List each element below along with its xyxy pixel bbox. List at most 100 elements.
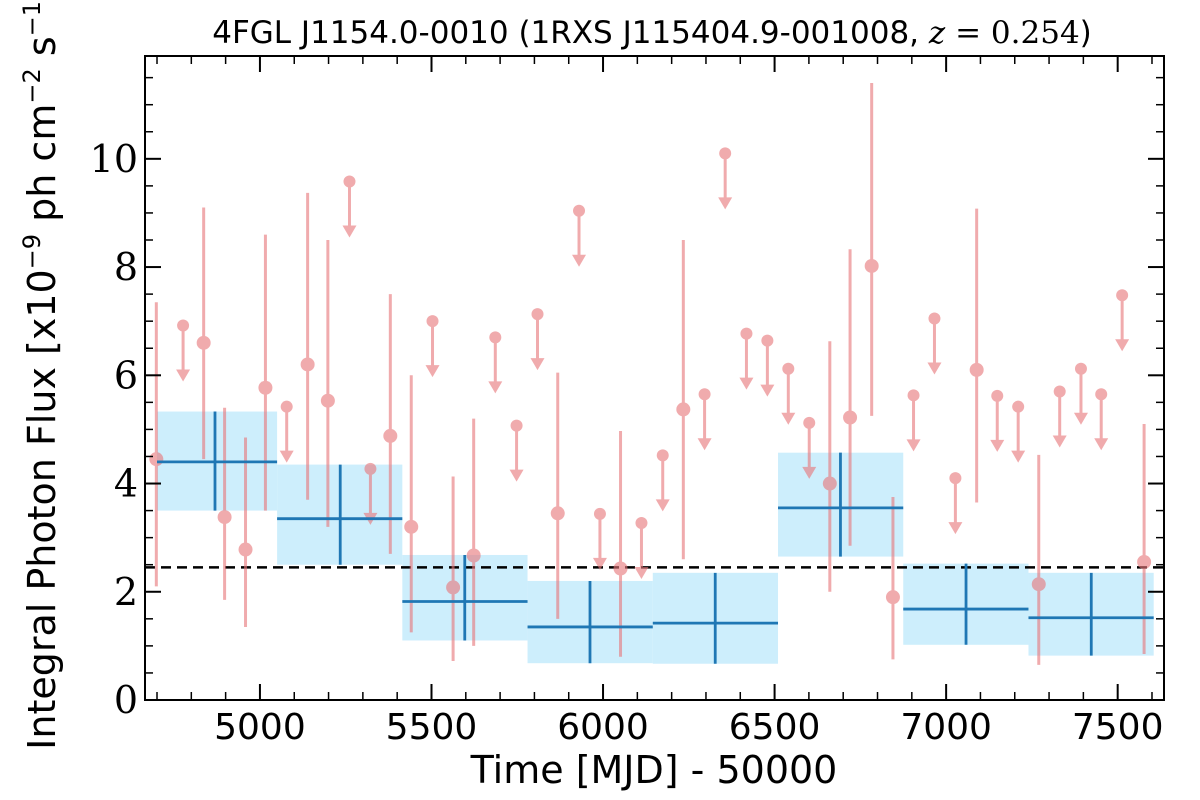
upper-limit-arrow-20 [948, 522, 963, 535]
upper-limit-arrow-25 [1094, 438, 1109, 451]
upper-limit-arrow-8 [572, 254, 587, 267]
upper-limit-arrow-6 [509, 469, 524, 482]
detection-point-20 [1137, 555, 1152, 569]
upper-limit-arrow-22 [1011, 450, 1026, 463]
y-tick-labels: 0 2 4 6 8 10 [90, 137, 138, 722]
x-axis-label: Time [MJD] - 50000 [470, 748, 838, 792]
upper-limit-point-24 [1074, 362, 1087, 375]
detection-point-16 [864, 258, 879, 273]
upper-limit-point-1 [280, 400, 293, 413]
upper-limit-point-2 [343, 175, 356, 188]
detection-point-9 [446, 580, 461, 595]
y-tick-label-4: 4 [114, 462, 138, 506]
y-tick-label-8: 8 [114, 245, 138, 289]
y-tick-label-10: 10 [90, 137, 138, 181]
upper-limit-point-23 [1053, 385, 1066, 398]
detection-point-5 [300, 357, 315, 372]
x-tick-label-6500: 6500 [729, 707, 821, 748]
detection-point-12 [613, 561, 628, 576]
binned-crosses [157, 411, 1154, 664]
detection-point-17 [885, 590, 900, 605]
detection-point-0 [149, 452, 164, 467]
upper-limit-arrow-10 [634, 567, 649, 580]
detection-point-15 [843, 410, 858, 425]
detection-point-8 [404, 519, 419, 534]
detections-series [149, 83, 1152, 665]
detection-point-11 [550, 506, 565, 521]
detection-point-13 [676, 402, 691, 417]
upper-limit-arrow-5 [488, 381, 503, 394]
detection-point-6 [320, 393, 335, 408]
upper-limit-arrow-24 [1073, 412, 1088, 425]
upper-limit-arrow-4 [425, 365, 440, 378]
chart-title-redshift-value: = 0.254 [945, 15, 1079, 51]
detection-point-1 [196, 335, 211, 350]
upper-limit-point-8 [573, 204, 586, 217]
detection-point-19 [1031, 577, 1046, 592]
plot-area: 5000 5500 6000 6500 7000 7500 0 2 4 6 8 10 [90, 55, 1165, 748]
upper-limit-point-26 [1116, 289, 1129, 302]
y-axis-label: Integral Photon Flux [x10−9 ph cm−2 s−1] [18, 0, 64, 750]
upper-limit-point-20 [949, 472, 962, 485]
upper-limit-arrow-16 [781, 412, 796, 425]
upper-limit-point-14 [740, 327, 753, 340]
upper-limit-arrow-14 [739, 377, 754, 390]
upper-limit-arrow-23 [1052, 435, 1067, 448]
y-tick-label-6: 6 [114, 353, 138, 397]
detection-point-18 [969, 362, 984, 377]
upper-limit-arrow-13 [718, 197, 733, 210]
upper-limit-arrow-9 [592, 557, 607, 570]
upper-limits-series [176, 147, 1130, 580]
detection-point-10 [466, 548, 481, 563]
x-tick-label-5000: 5000 [214, 707, 306, 748]
x-tick-label-5500: 5500 [386, 707, 478, 748]
upper-limit-arrow-17 [802, 466, 817, 479]
x-tick-label-6000: 6000 [557, 707, 649, 748]
y-tick-label-2: 2 [114, 570, 138, 614]
upper-limit-arrow-21 [990, 439, 1005, 452]
plot-frame [144, 55, 1165, 701]
upper-limit-point-4 [426, 315, 439, 328]
upper-limit-point-3 [364, 462, 377, 475]
y-tick-label-0: 0 [114, 678, 138, 722]
upper-limit-point-5 [489, 331, 502, 344]
upper-limit-point-21 [991, 389, 1004, 402]
axis-ticks [145, 56, 1164, 701]
upper-limit-point-22 [1012, 400, 1025, 413]
detection-point-14 [822, 476, 837, 491]
upper-limit-arrow-0 [176, 369, 191, 382]
upper-limit-arrow-1 [279, 450, 294, 463]
detection-point-7 [383, 428, 398, 443]
upper-limit-arrow-18 [906, 439, 921, 452]
chart-title-redshift-variable: z [928, 15, 946, 51]
upper-limit-arrow-12 [697, 438, 712, 451]
upper-limit-point-25 [1095, 388, 1108, 401]
upper-limit-arrow-11 [655, 499, 670, 512]
upper-limit-point-18 [907, 389, 920, 402]
upper-limit-point-15 [761, 334, 774, 347]
upper-limit-point-19 [928, 312, 941, 325]
detection-point-4 [258, 380, 273, 395]
upper-limit-point-17 [803, 416, 816, 429]
upper-limit-point-13 [719, 147, 732, 160]
upper-limit-point-7 [531, 308, 544, 321]
upper-limit-arrow-7 [530, 358, 545, 371]
chart-title-prefix: 4FGL J1154.0-0010 (1RXS J115404.9-001008… [212, 15, 929, 51]
detection-point-2 [217, 510, 232, 525]
upper-limit-point-11 [656, 449, 669, 462]
upper-limit-point-16 [782, 362, 795, 375]
upper-limit-point-12 [698, 388, 711, 401]
upper-limit-arrow-2 [342, 225, 357, 238]
x-tick-label-7500: 7500 [1072, 707, 1164, 748]
upper-limit-point-6 [510, 419, 523, 432]
upper-limit-point-0 [177, 319, 190, 332]
chart-title: 4FGL J1154.0-0010 (1RXS J115404.9-001008… [212, 15, 1092, 51]
upper-limit-arrow-15 [760, 384, 775, 397]
upper-limit-arrow-19 [927, 362, 942, 375]
chart-title-suffix: ) [1080, 15, 1092, 51]
x-tick-labels: 5000 5500 6000 6500 7000 7500 [214, 707, 1163, 748]
upper-limit-point-10 [635, 517, 648, 530]
detection-point-3 [238, 542, 253, 557]
upper-limit-arrow-26 [1115, 339, 1130, 352]
